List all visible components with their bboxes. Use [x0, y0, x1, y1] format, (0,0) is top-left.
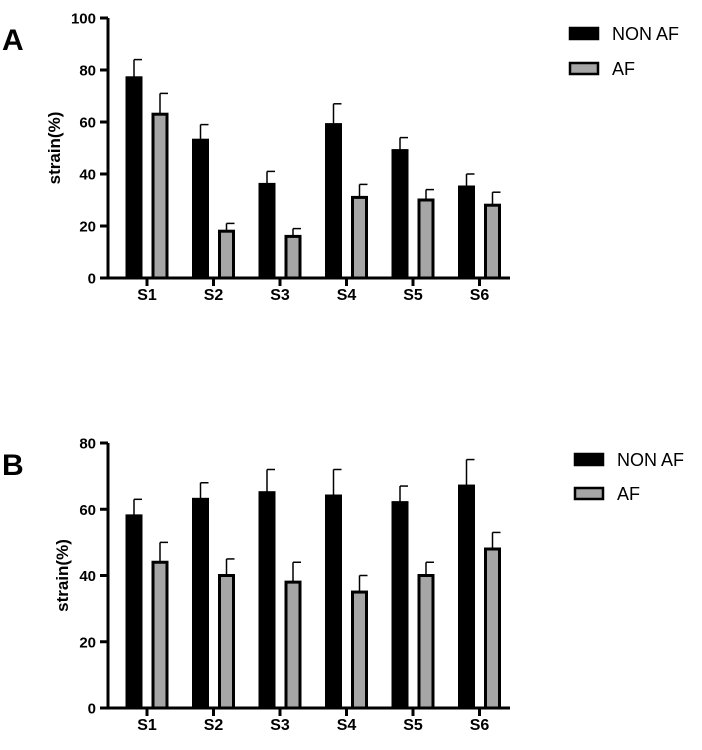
- bar-s1-af: [151, 112, 169, 280]
- bar-s1-af: [151, 560, 169, 710]
- bar-s3-af: [284, 234, 302, 280]
- bar-s5-af: [417, 574, 435, 710]
- y-tick-label: 20: [79, 219, 96, 236]
- x-tick-label: S1: [137, 717, 157, 734]
- bar-s5-non-af: [391, 501, 409, 710]
- x-tick-label: S3: [270, 717, 290, 734]
- bar-s6-non-af: [458, 484, 475, 710]
- x-tick-label: S4: [337, 287, 357, 304]
- x-tick-label: S6: [470, 287, 490, 304]
- x-tick-label: S3: [270, 287, 290, 304]
- y-axis-title: strain(%): [53, 539, 72, 612]
- x-tick-label: S4: [337, 717, 357, 734]
- legend-swatch: [573, 452, 605, 467]
- bar-s2-af: [218, 574, 235, 710]
- legend-label: AF: [617, 484, 640, 504]
- legend-label: NON AF: [612, 24, 679, 44]
- bar-s6-af: [484, 547, 501, 710]
- y-tick-label: 0: [88, 701, 96, 718]
- bar-s4-af: [351, 195, 368, 280]
- y-tick-label: 60: [79, 502, 96, 519]
- bar-s1-non-af: [125, 76, 143, 280]
- y-tick-label: 80: [79, 436, 96, 453]
- legend-swatch: [573, 486, 605, 501]
- bar-s3-non-af: [258, 491, 276, 710]
- legend-swatch: [568, 61, 600, 76]
- bar-s3-af: [284, 580, 302, 710]
- bar-s4-af: [351, 590, 368, 710]
- y-axis-title: strain(%): [45, 112, 64, 185]
- x-tick-label: S1: [137, 287, 157, 304]
- x-tick-label: S5: [403, 717, 423, 734]
- x-tick-label: S6: [470, 717, 490, 734]
- y-tick-label: 80: [79, 63, 96, 80]
- legend: NON AF AF: [573, 450, 684, 504]
- bar-s5-non-af: [391, 149, 409, 280]
- bar-s3-non-af: [258, 182, 276, 280]
- legend-label: AF: [612, 59, 635, 79]
- y-tick-label: 60: [79, 115, 96, 132]
- bar-s6-af: [484, 203, 501, 280]
- y-tick-label: 0: [88, 271, 96, 288]
- x-tick-label: S5: [403, 287, 423, 304]
- bar-s4-non-af: [325, 494, 342, 710]
- y-tick-label: 20: [79, 634, 96, 651]
- panel-letter: A: [2, 24, 24, 57]
- x-tick-label: S2: [204, 717, 224, 734]
- bar-s2-non-af: [192, 138, 209, 280]
- bar-s6-non-af: [458, 185, 475, 280]
- bar-s4-non-af: [325, 123, 342, 280]
- legend: NON AF AF: [568, 24, 679, 79]
- y-tick-label: 40: [79, 167, 96, 184]
- panel-letter: B: [2, 449, 24, 482]
- bar-s1-non-af: [125, 514, 143, 710]
- bar-s2-non-af: [192, 497, 209, 710]
- bar-s2-af: [218, 229, 235, 280]
- y-tick-label: 40: [79, 568, 96, 585]
- legend-swatch: [568, 26, 600, 41]
- bar-s5-af: [417, 198, 435, 280]
- x-tick-label: S2: [204, 287, 224, 304]
- y-tick-label: 100: [71, 11, 96, 28]
- legend-label: NON AF: [617, 450, 684, 470]
